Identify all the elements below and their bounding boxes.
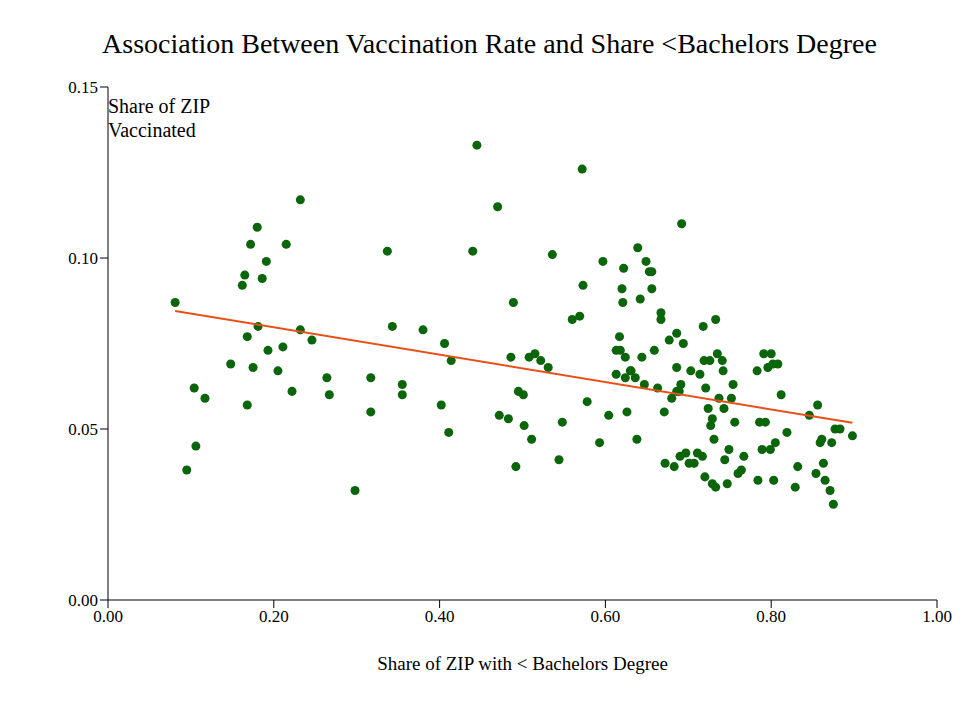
svg-text:0.05: 0.05 — [68, 420, 98, 439]
svg-text:0.40: 0.40 — [425, 607, 455, 626]
svg-text:1.00: 1.00 — [922, 607, 952, 626]
html-text:Share of ZIP with < Bachelors: Share of ZIP with < Bachelors Degree — [377, 653, 668, 674]
html-text:Share of ZIP: Share of ZIP — [108, 95, 211, 117]
svg-text:0.00: 0.00 — [68, 591, 98, 610]
svg-text:0.00: 0.00 — [93, 607, 123, 627]
svg-text:0.10: 0.10 — [68, 249, 98, 268]
html-text:Vaccinated: Vaccinated — [108, 119, 196, 141]
svg-text:0.20: 0.20 — [259, 607, 289, 626]
svg-text:0.60: 0.60 — [591, 607, 621, 626]
html-text:Association Between Vaccinatio: Association Between Vaccination Rate and… — [102, 28, 877, 59]
svg-text:0.15: 0.15 — [68, 78, 98, 97]
svg-text:0.80: 0.80 — [756, 607, 786, 626]
